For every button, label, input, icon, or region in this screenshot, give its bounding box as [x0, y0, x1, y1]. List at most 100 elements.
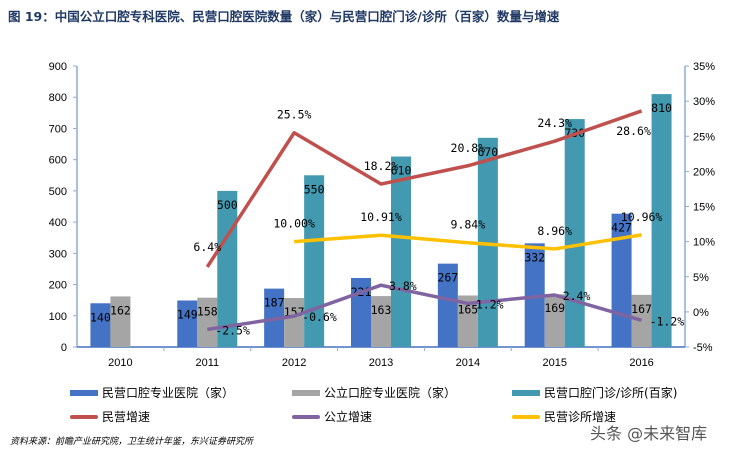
bar-data-label: 810: [651, 101, 672, 115]
bar-data-label: 670: [477, 145, 498, 159]
bar-1: [457, 295, 478, 347]
x-axis-tick-label: 2012: [282, 357, 306, 369]
legend-item-private-growth: 民营增速: [70, 408, 150, 425]
legend-label: 民营口腔门诊/诊所(百家): [544, 386, 678, 400]
right-axis-tick-label: 10%: [693, 237, 715, 249]
legend-label: 民营口腔专业医院（家）: [102, 386, 235, 400]
bar-data-label: 165: [457, 302, 478, 316]
bar-0: [90, 303, 111, 347]
bar-data-label: 167: [631, 302, 652, 316]
bar-1: [371, 296, 391, 347]
left-axis-tick-label: 600: [49, 155, 67, 167]
legend-item-private-hospitals: 民营口腔专业医院（家）: [70, 384, 234, 401]
line-data-label: 2.4%: [563, 289, 591, 303]
line-data-label: 1.2%: [476, 297, 504, 311]
legend-item-private-clinics: 民营口腔门诊/诊所(百家): [512, 384, 677, 401]
left-axis-tick-label: 100: [49, 311, 67, 323]
right-axis-tick-label: 30%: [693, 96, 715, 108]
line-data-label: 10.96%: [621, 210, 663, 224]
x-axis-tick-label: 2016: [629, 357, 653, 369]
source-note: 资料来源：前瞻产业研究院，卫生统计年鉴，东兴证券研究所: [10, 437, 254, 447]
legend-swatch: [292, 389, 320, 396]
legend-swatch: [70, 389, 98, 396]
right-axis-tick-label: 20%: [693, 166, 715, 178]
line-series-0: [205, 109, 643, 268]
line-data-label: -2.5%: [215, 323, 250, 337]
bar-data-label: 163: [371, 303, 392, 317]
bar-data-label: 267: [437, 271, 458, 285]
left-axis-tick-label: 300: [49, 248, 67, 260]
legend-line: [70, 414, 98, 419]
line-data-label: 18.2%: [364, 159, 399, 173]
bar-data-label: 162: [110, 303, 131, 317]
line-data-label: 10.91%: [360, 210, 402, 224]
right-axis-tick-label: 5%: [693, 272, 709, 284]
bar-1: [197, 297, 218, 347]
line-data-label: 25.5%: [277, 108, 312, 122]
left-axis-tick-label: 400: [49, 217, 67, 229]
line-series-1: [207, 283, 643, 332]
bar-data-label: 158: [197, 305, 218, 319]
right-axis-tick-label: -5%: [693, 342, 713, 354]
bar-data-label: 140: [90, 310, 111, 324]
combo-chart: 0 100 200 300 400 500 600 700 800 900 -5% 0% 5% 10% 15…: [49, 61, 716, 369]
legend-line: [292, 414, 320, 419]
bar-data-label: 610: [391, 164, 412, 178]
line-data-label: -0.6%: [302, 310, 337, 324]
x-axis-tick-label: 2010: [108, 357, 132, 369]
right-axis-tick-label: 25%: [693, 131, 715, 143]
bar-data-label: 149: [177, 307, 198, 321]
bar-1: [631, 294, 652, 347]
legend-label: 公立口腔专业医院（家）: [324, 386, 457, 400]
bar-2: [477, 137, 498, 347]
x-axis-tick-label: 2015: [542, 357, 566, 369]
line-data-label: 6.4%: [193, 240, 221, 254]
x-axis-tick-label: 2014: [456, 357, 480, 369]
bar-2: [651, 94, 672, 347]
line-data-label: 20.8%: [451, 141, 486, 155]
bar-data-label: 169: [544, 301, 565, 315]
legend-line: [512, 414, 540, 419]
legend-item-clinic-growth: 民营诊所增速: [512, 408, 616, 425]
bar-data-label: 500: [217, 198, 238, 212]
bar-data-label: 427: [611, 221, 632, 235]
line-data-label: 9.84%: [451, 218, 486, 232]
bar-1: [110, 296, 131, 347]
right-axis-tick-label: 0%: [693, 307, 709, 319]
x-axis-tick-label: 2013: [369, 357, 393, 369]
bar-data-label: 332: [524, 250, 545, 264]
legend-item-public-hospitals: 公立口腔专业医院（家）: [292, 384, 456, 401]
left-axis-tick-label: 500: [49, 186, 67, 198]
legend-item-public-growth: 公立增速: [292, 408, 372, 425]
bar-data-label: 550: [304, 182, 325, 196]
line-series-2: [294, 233, 642, 251]
line-data-label: 8.96%: [537, 224, 572, 238]
bar-0: [437, 263, 458, 347]
line-data-label: 10.00%: [273, 217, 315, 231]
legend-label: 民营增速: [102, 410, 151, 424]
left-axis-tick-label: 900: [49, 61, 67, 73]
line-data-label: 24.3%: [537, 116, 572, 130]
bar-2: [564, 119, 585, 347]
line-data-label: -1.2%: [650, 314, 685, 328]
right-axis-tick-label: 15%: [693, 202, 715, 214]
legend-label: 公立增速: [324, 410, 373, 424]
bar-0: [177, 300, 198, 347]
left-axis-tick-label: 0: [61, 342, 67, 354]
legend-label: 民营诊所增速: [544, 410, 617, 424]
x-axis-tick-label: 2011: [195, 357, 219, 369]
bar-2: [304, 175, 325, 347]
legend-swatch: [512, 389, 540, 396]
bar-2: [391, 156, 411, 347]
line-data-label: 28.6%: [616, 124, 651, 138]
line-data-label: 3.8%: [389, 279, 417, 293]
left-axis-tick-label: 800: [49, 92, 67, 104]
left-axis-tick-label: 200: [49, 280, 67, 292]
bar-data-label: 187: [264, 296, 285, 310]
bar-1: [544, 294, 565, 347]
right-axis-tick-label: 35%: [693, 61, 715, 73]
left-axis-tick-label: 700: [49, 123, 67, 135]
bar-0: [524, 243, 545, 347]
watermark: 头条 @未来智库: [590, 424, 708, 443]
chart-title: 图 19：中国公立口腔专科医院、民营口腔医院数量（家）与民营口腔门诊/诊所（百家…: [8, 9, 560, 24]
